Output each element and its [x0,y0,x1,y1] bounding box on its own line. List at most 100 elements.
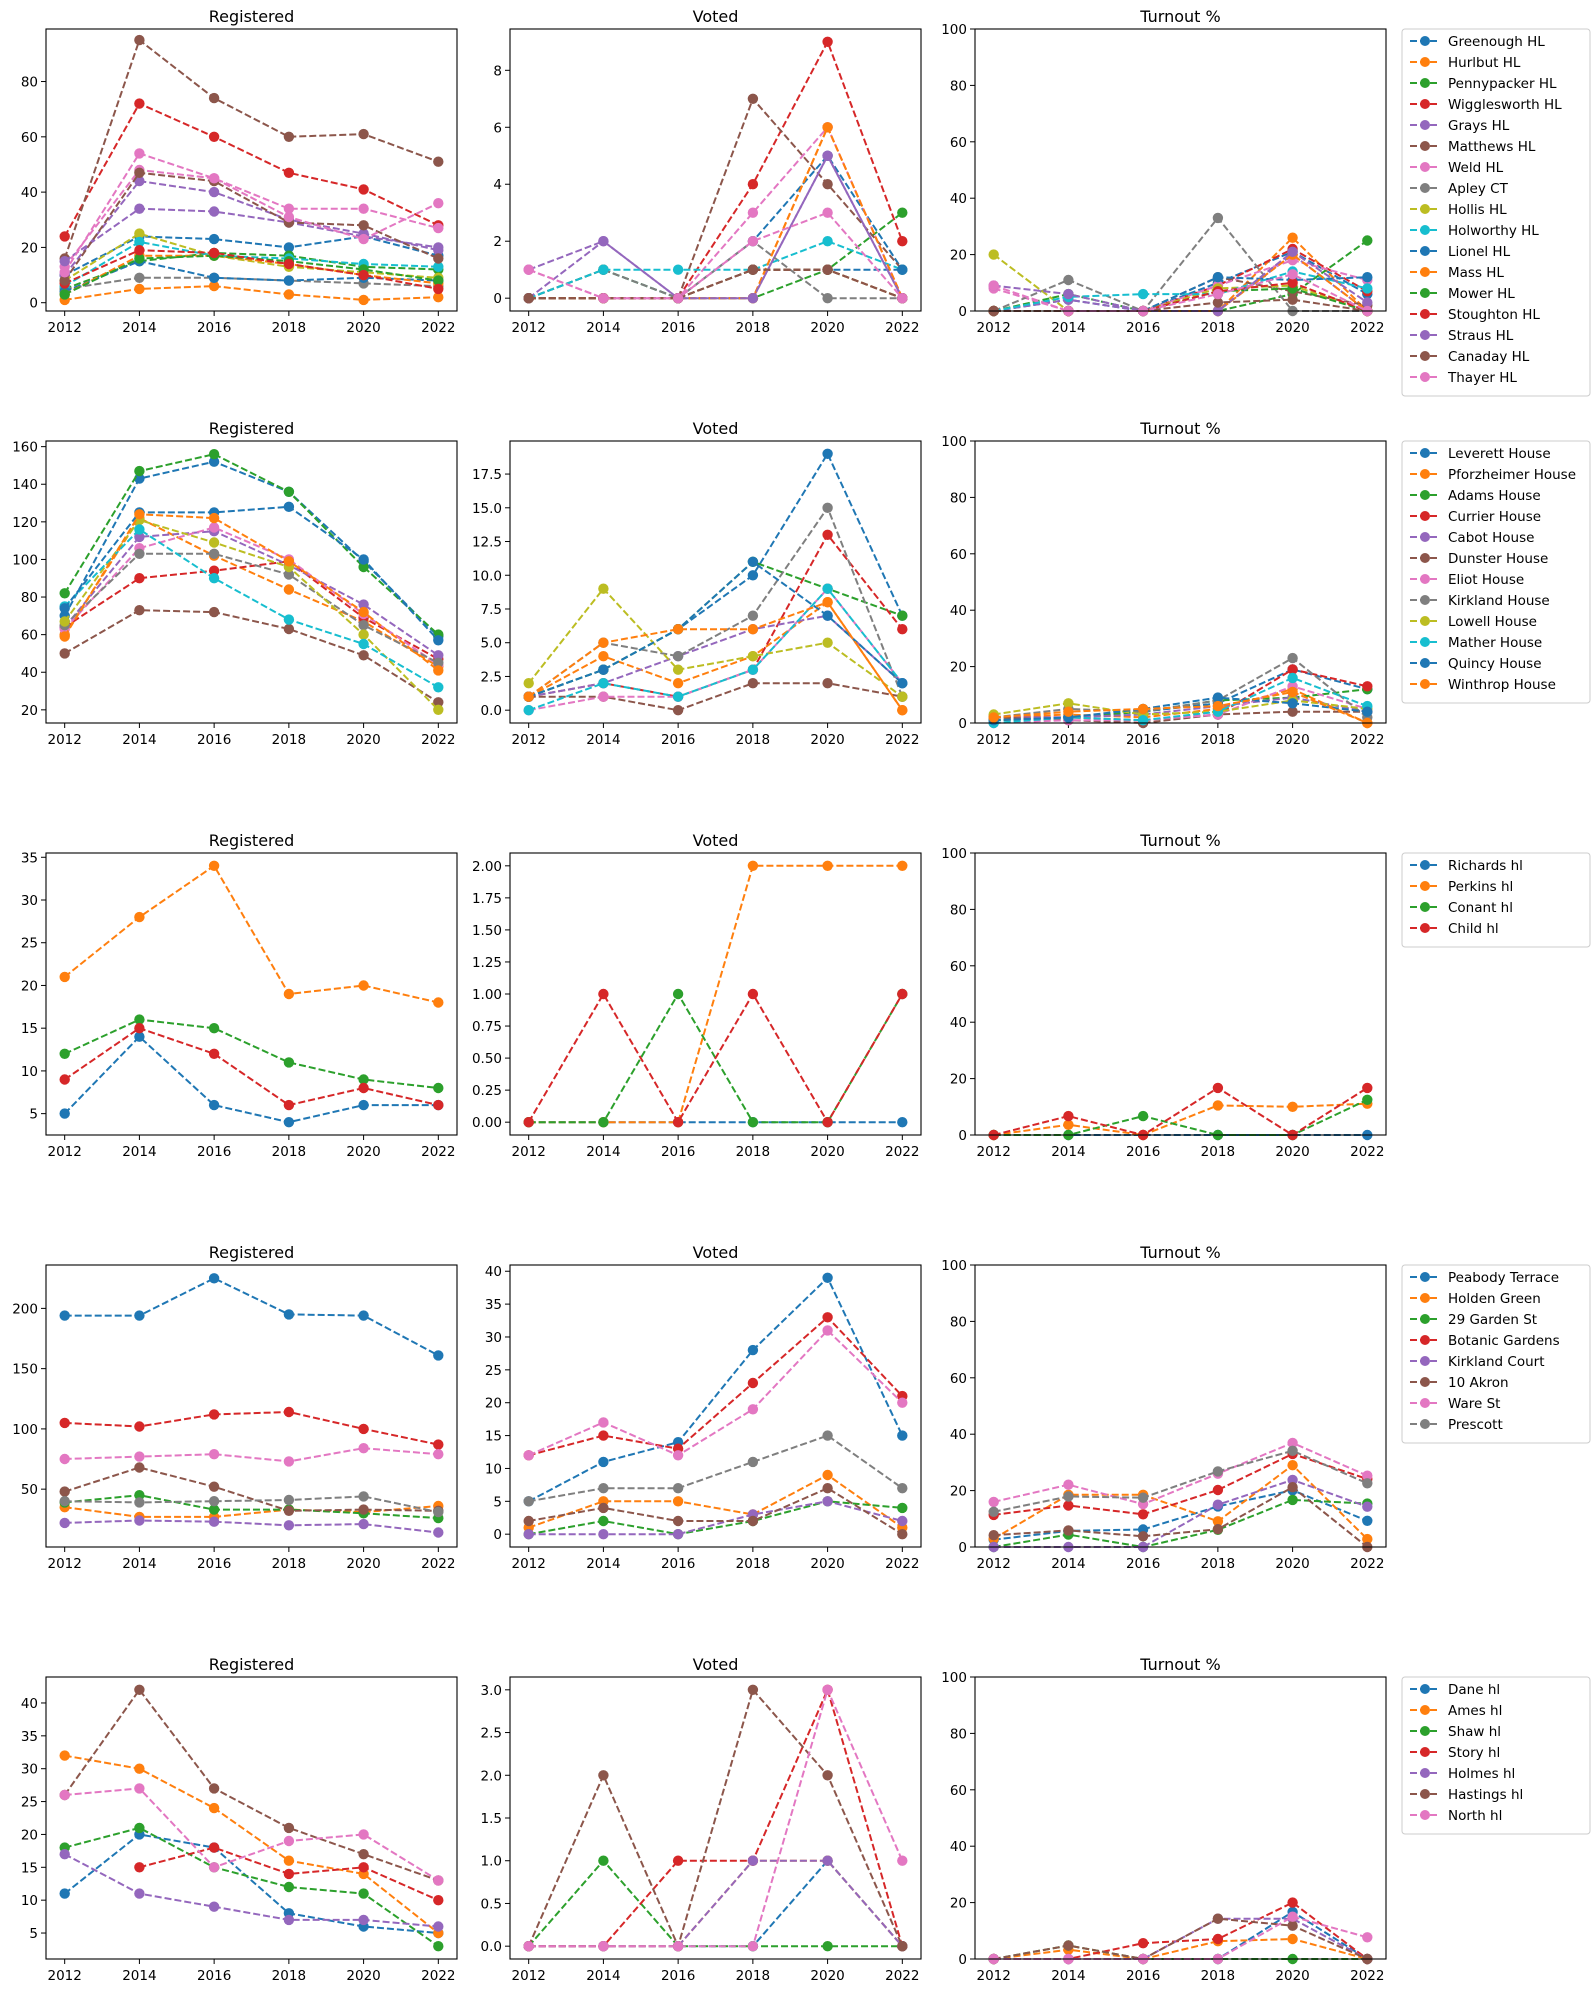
data-point-weld-hl [283,203,295,214]
legend-marker [1420,183,1430,193]
legend-entry-grays-hl: Grays HL [1448,118,1510,134]
series-line-lowell-house [527,587,903,698]
data-point-ames-hl [59,1750,70,1761]
series-line-prescott [993,1449,1368,1513]
series-line-north-hl [528,1686,904,1948]
axes-frame [974,440,1387,724]
series-line-adams-house [63,453,439,636]
data-point-matthews-hl [433,156,444,167]
legend-entry-shaw-hl: Shaw hl [1448,1724,1501,1740]
legend-entry-lionel-hl: Lionel HL [1448,244,1511,260]
x-tick-label: 2020 [346,320,380,336]
legend-entry-mass-hl: Mass HL [1448,265,1504,281]
axes-frame [45,852,458,1136]
series-line-ware-st [528,1328,903,1457]
data-point-botanic-gardens [433,1439,444,1450]
x-tick-label: 2016 [197,1968,231,1984]
data-point-hastings-hl [747,1684,759,1696]
series-group [59,449,444,715]
legend-entry-quincy-house: Quincy House [1448,656,1542,672]
series-group [988,212,1373,317]
data-point-botanic-gardens [283,1406,295,1418]
legend-row-1: Greenough HL Hurlbut HL Pennypacker HL Wigg… [1401,28,1591,397]
data-point-peabody-terrace [283,1309,295,1320]
y-tick-label: 1.50 [472,923,502,939]
y-tick-label: 60 [950,959,967,975]
legend-marker [1420,1272,1430,1282]
y-tick-label: 2.00 [472,859,502,875]
x-tick-label: 2018 [1201,1144,1235,1160]
x-tick-label: 2018 [736,320,770,336]
series-group [523,1684,908,1952]
y-tick-label: 2.5 [481,669,502,685]
data-point-holmes-hl [747,1855,759,1866]
data-point-wigglesworth-hl [283,167,295,178]
data-point-apley-ct [1212,212,1224,224]
data-point-north-hl [1287,1911,1298,1922]
data-point-holmes-hl [358,1914,369,1926]
data-point-winthrop-house [1063,706,1074,717]
x-tick-label: 2016 [197,320,231,336]
legend-marker [1420,574,1430,584]
data-point-conant-hl [358,1074,369,1085]
data-point-stoughton-hl [283,258,295,270]
data-point-thayer-hl [358,233,369,245]
legend-entry-lowell-house: Lowell House [1448,614,1537,630]
data-point-10-akron [747,1515,759,1527]
data-point-currier-house [822,529,833,540]
data-point-leverett-house [747,570,759,581]
series-line-botanic-gardens [64,1410,439,1446]
data-point-kirkland-court [822,1496,833,1507]
legend-row-3: Richards hl Perkins hl Conant hl Child hl [1401,852,1591,948]
data-point-perkins-hl [1212,1100,1224,1111]
data-point-holmes-hl [208,1901,220,1912]
series-line-ware-st [64,1447,439,1463]
data-point-child-hl [523,1117,534,1128]
data-point-shaw-hl [822,1941,833,1952]
data-point-10-akron [988,1530,999,1541]
data-point-richards-hl [134,1031,145,1042]
x-tick-label: 2018 [1201,1556,1235,1572]
x-tick-label: 2016 [1126,732,1160,748]
data-point-cabot-house [134,531,145,543]
legend-entry-perkins-hl: Perkins hl [1448,879,1513,895]
data-point-10-akron [672,1515,684,1527]
data-point-canaday-hl [1212,297,1224,308]
axes-frame [45,1264,458,1548]
legend-entry-dunster-house: Dunster House [1448,551,1548,567]
x-tick-label: 2018 [1201,732,1235,748]
data-point-prescott [283,1494,295,1506]
panel-turnout-row-2: Turnout % 2012 2014 2016 2018 2020 2022 0 20 40 60… [941,419,1387,748]
data-point-stoughton-hl [1287,277,1298,288]
data-point-10-akron [208,1481,220,1492]
x-tick-label: 2014 [586,320,620,336]
y-tick-label: 30 [21,1762,38,1778]
data-point-matthews-hl [208,92,220,104]
data-point-prescott [598,1483,609,1494]
legend-row-4: Peabody Terrace Holden Green 29 Garden St B… [1401,1264,1591,1444]
data-point-story-hl [134,1862,145,1873]
data-point-peabody-terrace [433,1350,444,1361]
legend-box [1401,852,1591,948]
data-point-dunster-house [672,705,684,716]
y-tick-label: 80 [950,902,967,918]
data-point-holworthy-hl [598,264,609,275]
legend-entry-winthrop-house: Winthrop House [1448,677,1556,693]
series-line-eliot-house [528,587,904,712]
legend-marker [1420,511,1430,521]
data-point-hastings-hl [897,1941,908,1952]
x-tick-label: 2018 [736,732,770,748]
legend-entry-pforzheimer-house: Pforzheimer House [1448,467,1576,483]
series-line-hastings-hl [527,1687,904,1950]
x-tick-label: 2022 [421,320,455,336]
y-tick-label: 10 [21,1893,38,1909]
data-point-north-hl [897,1855,908,1866]
data-point-mower-hl [59,289,70,300]
y-tick-label: 160 [12,440,38,456]
y-tick-label: 0 [29,296,38,312]
data-point-dunster-house [134,605,145,616]
y-tick-label: 100 [941,434,967,450]
data-point-kirkland-court [1212,1499,1224,1510]
data-point-botanic-gardens [598,1430,609,1441]
